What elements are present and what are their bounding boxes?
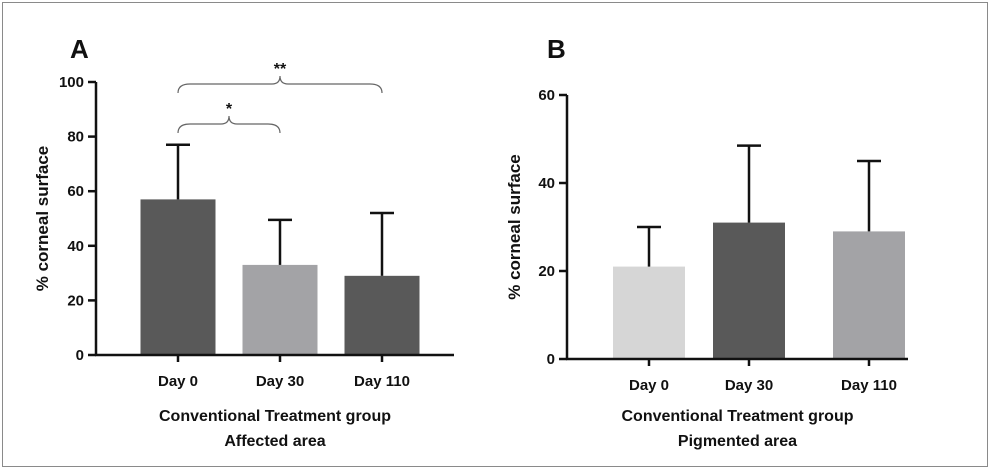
bar [344, 275, 420, 355]
x-tick-label: Day 30 [725, 377, 773, 394]
y-tick-label: 20 [67, 292, 84, 309]
bar [833, 231, 905, 359]
chart-panel-b: B 0 20 40 60 Day 0 Day 30 Day 110 % corneal surf… [505, 34, 908, 450]
y-tick-label: 40 [67, 238, 84, 255]
y-tick-label: 0 [547, 351, 555, 368]
bar [613, 266, 685, 359]
y-axis-label: % corneal surface [505, 154, 524, 300]
bar [713, 222, 785, 359]
x-axis-label: Conventional Treatment group [159, 408, 391, 425]
x-tick-label: Day 110 [354, 373, 410, 390]
y-tick-label: 20 [538, 263, 555, 280]
chart-panel-a: A 0 20 40 60 80 100 Day 0 Day 30 Day 110 % corneal… [33, 34, 454, 450]
bar [140, 199, 216, 355]
bar [242, 264, 318, 355]
y-axis-label: % corneal surface [33, 146, 52, 292]
y-tick-label: 0 [76, 347, 84, 364]
panel-label: B [547, 34, 566, 64]
significance-label: * [226, 101, 233, 118]
x-axis-sublabel: Pigmented area [678, 433, 797, 450]
significance-bracket [177, 75, 383, 94]
x-tick-label: Day 30 [256, 373, 304, 390]
x-tick-label: Day 0 [158, 373, 198, 390]
y-tick-label: 40 [538, 175, 555, 192]
y-tick-label: 100 [59, 74, 84, 91]
x-tick-label: Day 0 [629, 377, 669, 394]
y-tick-label: 60 [538, 87, 555, 104]
y-tick-label: 80 [67, 129, 84, 146]
x-axis-sublabel: Affected area [224, 433, 325, 450]
significance-label: ** [274, 61, 287, 78]
x-axis-label: Conventional Treatment group [621, 408, 853, 425]
significance-bracket [177, 115, 281, 134]
y-tick-label: 60 [67, 183, 84, 200]
x-tick-label: Day 110 [841, 377, 897, 394]
panel-label: A [70, 34, 89, 64]
